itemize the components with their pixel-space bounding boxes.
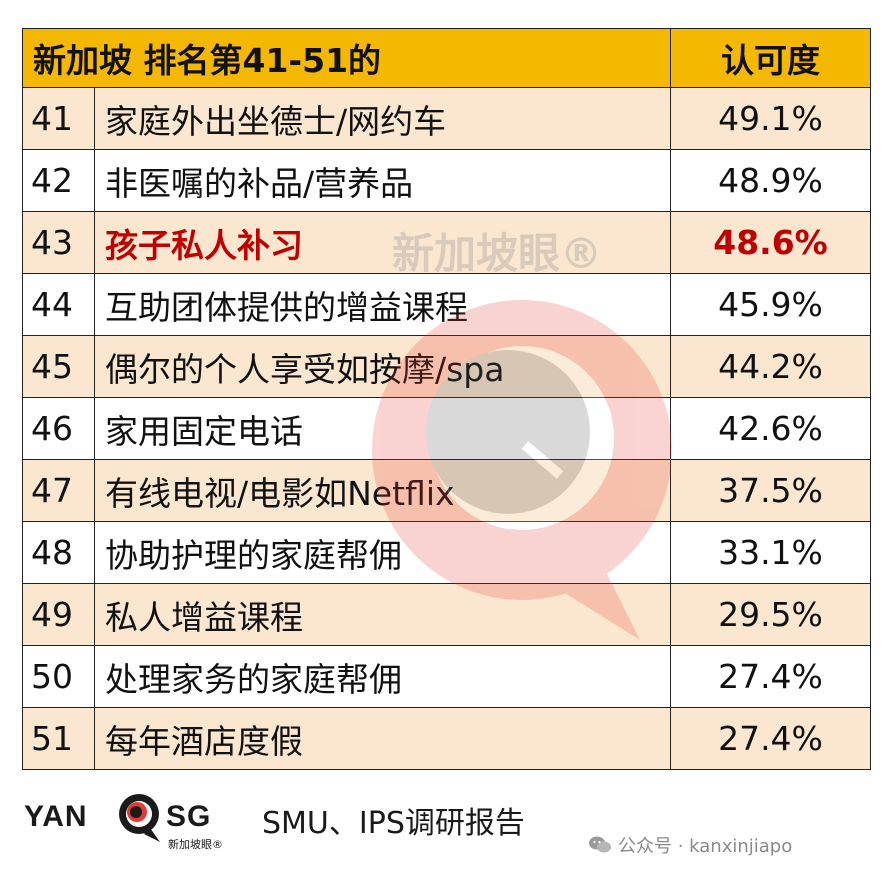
item-cell: 非医嘱的补品/营养品 [94,149,671,212]
rank-cell: 47 [22,459,95,522]
score-cell: 49.1% [670,87,871,150]
score-cell: 27.4% [670,707,871,770]
score-cell: 45.9% [670,273,871,336]
item-cell: 协助护理的家庭帮佣 [94,521,671,584]
table-row: 47 有线电视/电影如Netflix 37.5% [22,459,871,522]
item-cell: 家庭外出坐德士/网约车 [94,87,671,150]
table-row: 45 偶尔的个人享受如按摩/spa 44.2% [22,335,871,398]
rank-cell: 49 [22,583,95,646]
score-cell: 29.5% [670,583,871,646]
logo-text-yan: YAN [24,800,88,833]
ranking-table-container: 新加坡 排名第41-51的 认可度 41 家庭外出坐德士/网约车 49.1% 42 非医… [22,28,871,770]
table-title: 新加坡 排名第41-51的 [22,28,671,88]
ranking-table: 新加坡 排名第41-51的 认可度 41 家庭外出坐德士/网约车 49.1% 42 非医… [22,28,871,770]
wechat-account-label: 公众号 · kanxinjiapo [618,836,793,857]
score-column-header: 认可度 [670,28,871,88]
score-cell: 48.6% [670,211,871,274]
table-row: 48 协助护理的家庭帮佣 33.1% [22,521,871,584]
wechat-icon [589,836,611,853]
score-cell: 37.5% [670,459,871,522]
score-cell: 44.2% [670,335,871,398]
item-cell: 私人增益课程 [94,583,671,646]
rank-cell: 44 [22,273,95,336]
logo-text-sg: SG [166,800,212,833]
rank-cell: 46 [22,397,95,460]
table-header-row: 新加坡 排名第41-51的 认可度 [22,28,871,88]
item-cell: 偶尔的个人享受如按摩/spa [94,335,671,398]
table-row: 42 非医嘱的补品/营养品 48.9% [22,149,871,212]
rank-cell: 50 [22,645,95,708]
yansg-logo: YAN SG 新加坡眼® [24,790,244,860]
item-cell: 有线电视/电影如Netflix [94,459,671,522]
rank-cell: 43 [22,211,95,274]
item-cell: 互助团体提供的增益课程 [94,273,671,336]
item-cell: 家用固定电话 [94,397,671,460]
footer: YAN SG 新加坡眼® SMU、IPS调研报告 公众号 · kanxinjia… [0,782,885,880]
score-cell: 33.1% [670,521,871,584]
table-row: 44 互助团体提供的增益课程 45.9% [22,273,871,336]
rank-cell: 51 [22,707,95,770]
score-cell: 42.6% [670,397,871,460]
item-cell: 孩子私人补习 [94,211,671,274]
table-row: 49 私人增益课程 29.5% [22,583,871,646]
table-row: 51 每年酒店度假 27.4% [22,707,871,770]
rank-cell: 48 [22,521,95,584]
table-row: 41 家庭外出坐德士/网约车 49.1% [22,87,871,150]
table-row: 46 家用固定电话 42.6% [22,397,871,460]
rank-cell: 42 [22,149,95,212]
score-cell: 48.9% [670,149,871,212]
logo-subtitle: 新加坡眼® [168,838,223,851]
score-cell: 27.4% [670,645,871,708]
item-cell: 处理家务的家庭帮佣 [94,645,671,708]
table-row: 50 处理家务的家庭帮佣 27.4% [22,645,871,708]
table-row: 43 孩子私人补习 48.6% [22,211,871,274]
rank-cell: 41 [22,87,95,150]
eye-logo-icon [119,794,160,842]
item-cell: 每年酒店度假 [94,707,671,770]
source-note: SMU、IPS调研报告 [262,806,525,841]
wechat-account: 公众号 · kanxinjiapo [588,832,792,858]
rank-cell: 45 [22,335,95,398]
